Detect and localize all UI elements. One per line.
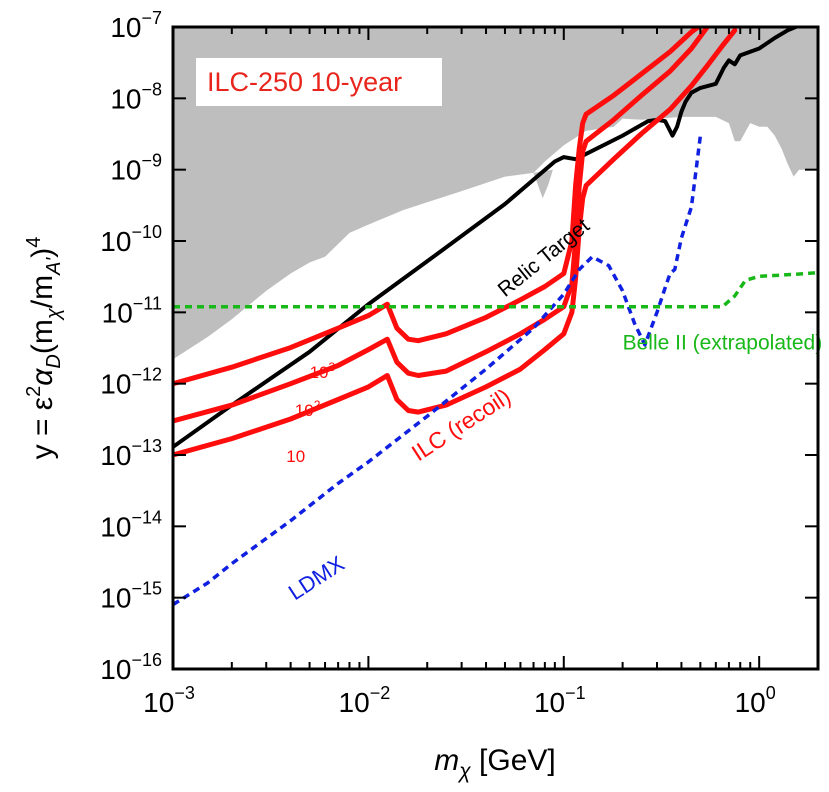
y-axis-title-paren-close: ) — [26, 248, 59, 258]
y-tick-label-base: 10 — [100, 511, 131, 542]
y-tick-label-base: 10 — [110, 12, 141, 43]
y-axis-title-sup2: 2 — [23, 386, 45, 397]
tick-layer: 10−1610−1510−1410−1310−1210−1110−1010−91… — [100, 8, 819, 718]
x-axis-title-sub: χ — [457, 760, 471, 783]
y-tick-label: 10−16 — [100, 650, 162, 685]
y-tick-label-base: 10 — [100, 369, 131, 400]
y-tick-label: 10−9 — [110, 151, 162, 186]
y-tick-label-exp: −13 — [131, 436, 162, 456]
annotation-3-text: Belle II (extrapolated) — [623, 332, 823, 355]
y-axis-title-alpha: α — [26, 368, 59, 386]
annotation-5-text: 10 — [295, 401, 314, 420]
y-tick-label-base: 10 — [100, 226, 131, 257]
y-tick-label-exp: −9 — [141, 151, 162, 171]
y-tick-label-exp: −12 — [131, 365, 162, 385]
title-box-text: ILC-250 10-year — [207, 67, 402, 97]
y-axis-title-sup4: 4 — [23, 237, 45, 248]
annotation-6-text: 10 — [286, 447, 305, 466]
series-line-4 — [173, 135, 703, 607]
y-axis-title-prefix: y = ε — [26, 397, 59, 460]
y-axis-title-paren-open: (m — [26, 319, 59, 354]
y-tick-label: 10−14 — [100, 507, 162, 542]
x-tick-label-exp: −3 — [174, 683, 195, 703]
x-tick-label-exp: −1 — [565, 683, 586, 703]
y-tick-label-exp: −11 — [133, 293, 162, 313]
series-line-0 — [173, 27, 801, 449]
x-tick-label: 10−3 — [143, 683, 195, 718]
title-box-background — [196, 58, 442, 106]
y-axis-title-alpha-sub: D — [43, 354, 65, 368]
x-axis-title-unit: [GeV] — [471, 744, 556, 777]
y-axis-title: y = ε2αD(mχ/mA')4 — [23, 237, 65, 460]
annotation-5: 102 — [295, 398, 321, 420]
series-line-2 — [173, 27, 711, 424]
y-tick-label-exp: −10 — [131, 222, 162, 242]
y-axis-title-chi-sub: χ — [43, 307, 65, 321]
x-axis-title: mχ [GeV] — [434, 744, 556, 783]
y-tick-label: 10−11 — [102, 293, 162, 328]
x-tick-label-base: 10 — [339, 687, 370, 718]
x-tick-label: 10−1 — [534, 683, 586, 718]
y-tick-label-base: 10 — [110, 83, 141, 114]
y-tick-label: 10−10 — [100, 222, 162, 257]
x-tick-label-base: 10 — [143, 687, 174, 718]
series-line-3 — [173, 27, 738, 458]
y-tick-label-base: 10 — [102, 297, 133, 328]
y-tick-label-base: 10 — [100, 654, 131, 685]
y-tick-label-exp: −15 — [131, 579, 162, 599]
x-tick-label-base: 10 — [735, 687, 766, 718]
y-axis-title-a-sub: A' — [43, 257, 65, 276]
y-tick-label-exp: −8 — [141, 79, 162, 99]
annotation-4: 103 — [310, 360, 336, 382]
y-tick-label: 10−12 — [100, 365, 162, 400]
series-line-5 — [173, 270, 818, 309]
series-line-1 — [173, 27, 703, 387]
y-tick-label: 10−8 — [110, 79, 162, 114]
y-tick-label-exp: −7 — [141, 8, 162, 28]
y-tick-label-exp: −16 — [131, 650, 162, 670]
x-tick-label: 10−2 — [339, 683, 391, 718]
y-axis-title-slash: /m — [26, 275, 59, 308]
title-box: ILC-250 10-year — [196, 58, 442, 106]
y-tick-label: 10−13 — [100, 436, 162, 471]
annotation-4-sup: 3 — [328, 360, 335, 374]
plot-layer — [173, 27, 818, 607]
excluded-region — [173, 27, 818, 360]
x-tick-label: 100 — [735, 683, 776, 718]
x-axis-title-main: m — [434, 744, 459, 777]
x-tick-label-exp: −2 — [370, 683, 391, 703]
y-tick-label-base: 10 — [100, 583, 131, 614]
annotation-6: 10 — [286, 447, 305, 466]
y-tick-label: 10−15 — [100, 579, 162, 614]
y-tick-label-base: 10 — [100, 440, 131, 471]
y-tick-label-base: 10 — [110, 155, 141, 186]
x-tick-label-exp: 0 — [766, 683, 776, 703]
annotation-3: Belle II (extrapolated) — [623, 332, 823, 355]
plot-frame — [171, 25, 820, 671]
y-tick-label: 10−7 — [110, 8, 162, 43]
x-tick-label-base: 10 — [534, 687, 565, 718]
y-tick-label-exp: −14 — [131, 507, 162, 527]
annotation-4-text: 10 — [310, 363, 329, 382]
annotation-5-sup: 2 — [314, 398, 321, 412]
